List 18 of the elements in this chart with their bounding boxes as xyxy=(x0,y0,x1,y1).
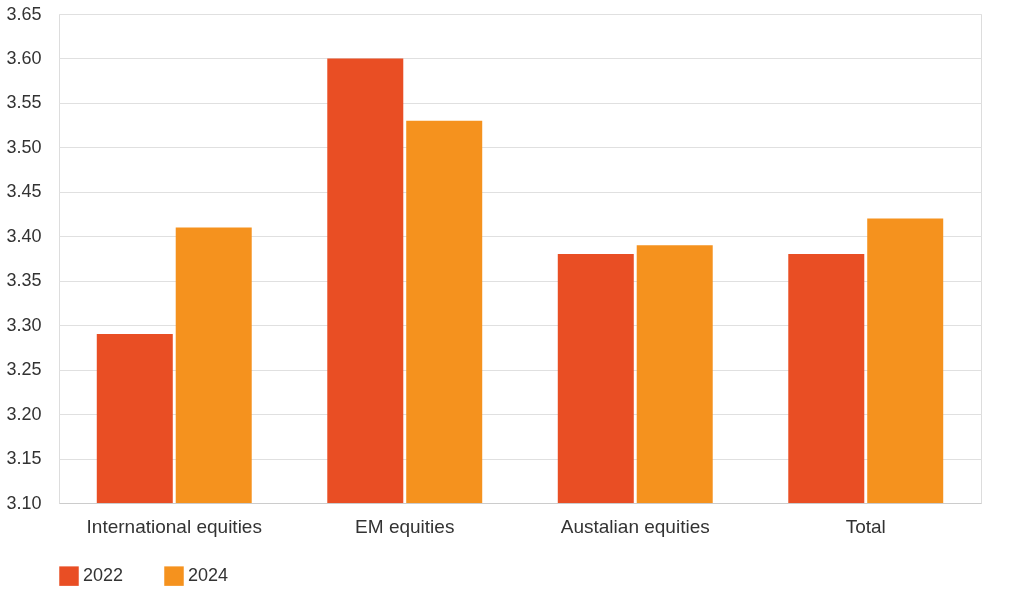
y-tick-label: 3.35 xyxy=(6,270,42,291)
x-tick-label: International equities xyxy=(86,515,262,537)
y-tick-label: 3.15 xyxy=(6,448,42,469)
y-tick-label: 3.55 xyxy=(6,92,42,113)
y-tick-label: 3.40 xyxy=(6,225,42,246)
y-tick-label: 3.45 xyxy=(6,181,42,202)
x-tick-label: Austalian equities xyxy=(560,515,710,537)
y-tick-label: 3.10 xyxy=(6,492,42,513)
legend-label: 2022 xyxy=(83,565,124,586)
y-tick-label: 3.25 xyxy=(6,359,42,380)
y-tick-label: 3.30 xyxy=(6,314,42,335)
y-tick-label: 3.20 xyxy=(6,403,42,424)
x-tick-label: Total xyxy=(845,515,886,537)
legend-label: 2024 xyxy=(188,565,229,586)
y-tick-label: 3.50 xyxy=(6,136,42,157)
y-tick-label: 3.60 xyxy=(6,47,42,68)
x-tick-label: EM equities xyxy=(355,515,455,537)
y-tick-label: 3.65 xyxy=(6,3,42,24)
